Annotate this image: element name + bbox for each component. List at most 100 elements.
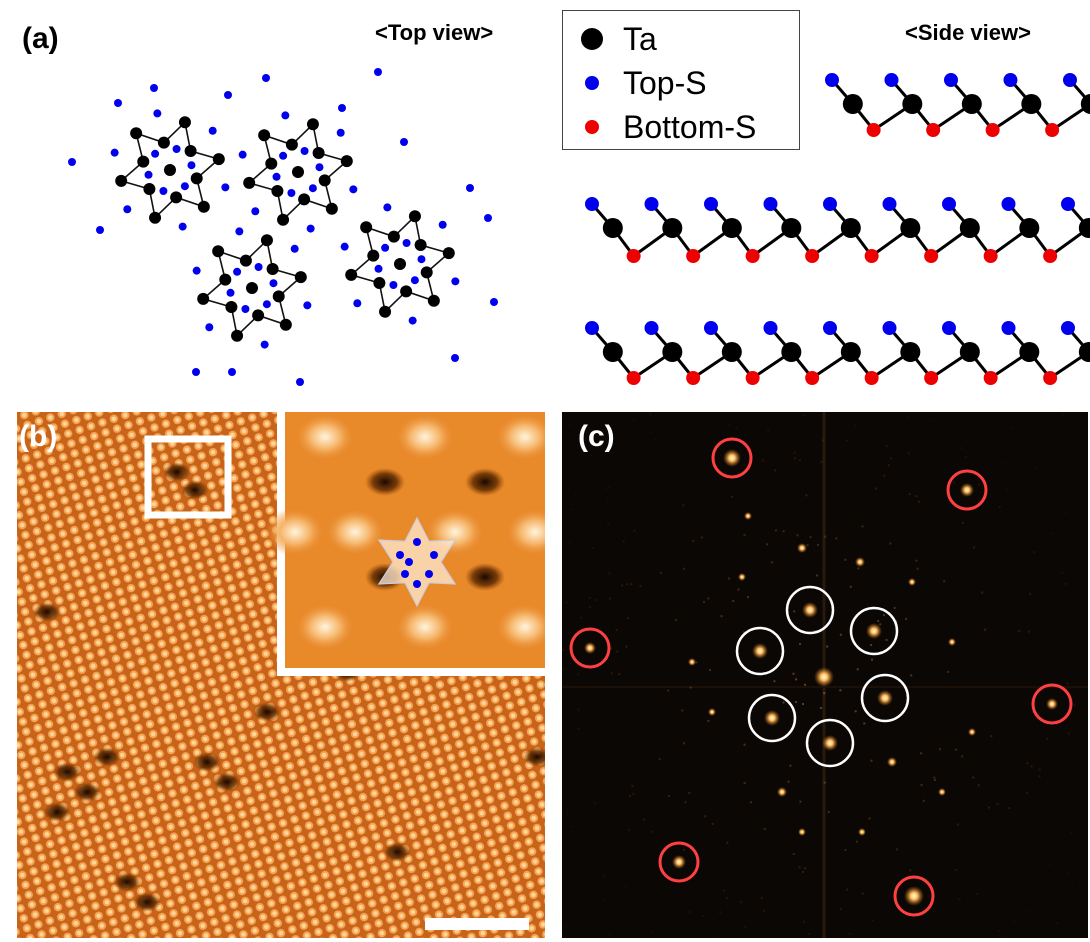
top-s-atom	[315, 163, 324, 172]
inset-top-s-atom	[405, 558, 413, 566]
inset-bright-blob	[395, 603, 455, 651]
ta-atom	[266, 263, 279, 276]
top-s-atom	[763, 321, 778, 335]
zoom-region-box	[144, 435, 232, 519]
inset-bright-blob	[295, 413, 355, 461]
lattice-peak-circle	[569, 627, 611, 669]
top-s-atom	[438, 220, 447, 229]
ta-atom	[427, 294, 440, 307]
ta-atom	[149, 211, 162, 224]
top-s-atom	[192, 368, 200, 376]
fft-peak	[798, 828, 806, 836]
top-s-atom	[451, 277, 460, 286]
ta-atom	[143, 182, 156, 195]
ta-atom	[900, 342, 921, 362]
bottom-s-atom	[1043, 371, 1058, 385]
legend: Ta Top-S Bottom-S	[562, 10, 800, 150]
top-s-atom	[884, 73, 899, 87]
ta-atom	[959, 342, 980, 362]
top-s-atom	[417, 255, 426, 264]
legend-label: Top-S	[623, 64, 707, 101]
bottom-s-atom	[805, 249, 820, 263]
ta-atom	[197, 292, 210, 305]
top-s-atom	[205, 323, 214, 332]
top-s-atom	[338, 104, 346, 112]
top-view-diagram	[68, 68, 498, 386]
cdw-peak-circle	[849, 606, 899, 656]
top-s-atom	[823, 321, 837, 335]
stm-dark-spot	[523, 747, 545, 767]
top-s-atom	[241, 304, 250, 313]
top-s-atom	[144, 170, 153, 179]
top-s-atom	[308, 184, 317, 193]
bottom-s-atom	[626, 249, 641, 263]
ta-atom	[400, 285, 413, 298]
stm-dark-spot	[383, 842, 411, 862]
ta-atom	[219, 273, 232, 286]
ta-atom	[721, 342, 742, 362]
fft-peak	[752, 643, 768, 659]
cdw-peak-circle	[747, 693, 797, 743]
inset-top-s-atom	[425, 570, 433, 578]
top-s-marker-icon	[585, 76, 599, 90]
scale-bar	[425, 918, 529, 930]
top-s-atom	[151, 149, 160, 158]
stm-dark-spot	[193, 752, 221, 772]
top-s-atom	[942, 197, 956, 211]
legend-label: Ta	[623, 20, 657, 57]
top-s-atom	[187, 161, 196, 170]
legend-item-ta: Ta	[581, 19, 657, 59]
panel-c-label: (c)	[578, 420, 615, 453]
ta-marker-icon	[581, 28, 603, 50]
stm-dark-spot	[133, 892, 161, 912]
ta-atom	[272, 290, 285, 303]
fft-peak	[802, 602, 818, 618]
top-s-atom	[585, 197, 599, 211]
fft-peak	[887, 757, 897, 767]
fft-peak	[904, 886, 924, 906]
ta-atom	[212, 245, 225, 258]
ta-atom	[414, 239, 427, 252]
top-s-atom	[296, 378, 304, 386]
fft-peak	[938, 788, 946, 796]
top-s-atom	[1063, 73, 1077, 87]
fft-peak	[723, 449, 741, 467]
fft-peak	[908, 578, 916, 586]
side-view-layer	[585, 321, 1090, 385]
ta-atom	[662, 342, 683, 362]
stm-image-panel: (b)	[17, 412, 545, 938]
ta-atom	[379, 305, 392, 318]
top-s-atom	[180, 182, 189, 191]
top-s-atom	[1001, 321, 1016, 335]
ta-atom	[197, 200, 210, 213]
legend-label: Bottom-S	[623, 108, 757, 145]
ta-atom	[292, 166, 304, 178]
fft-peak	[968, 728, 976, 736]
ta-atom	[408, 210, 421, 223]
inset-dark-blob	[465, 468, 505, 496]
ta-atom	[781, 218, 802, 238]
lattice-peak-circle	[711, 437, 753, 479]
top-s-atom	[303, 301, 312, 310]
ta-atom	[252, 309, 265, 322]
ta-atom	[325, 202, 338, 215]
ta-atom	[662, 218, 683, 238]
bottom-s-atom	[864, 371, 879, 385]
inset-bright-blob	[395, 413, 455, 461]
top-s-atom	[585, 321, 599, 335]
stm-dark-spot	[253, 702, 281, 722]
inset-bright-blob	[265, 508, 325, 556]
top-s-atom	[825, 73, 839, 87]
top-s-atom	[233, 267, 242, 276]
ta-atom	[285, 138, 298, 151]
top-s-atom	[1061, 197, 1075, 211]
ta-atom	[170, 191, 183, 204]
top-s-atom	[402, 239, 411, 248]
top-s-atom	[150, 84, 158, 92]
top-s-atom	[451, 354, 459, 362]
legend-item-bottom-s: Bottom-S	[581, 107, 756, 147]
top-s-atom	[944, 73, 958, 87]
top-s-atom	[1001, 197, 1016, 211]
ta-atom	[360, 221, 373, 234]
ta-atom	[265, 157, 278, 170]
